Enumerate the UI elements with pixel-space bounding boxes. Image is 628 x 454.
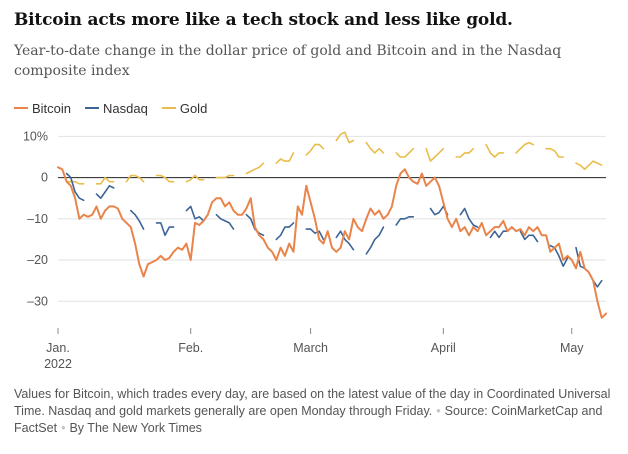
y-tick-label: –20 bbox=[27, 253, 48, 267]
separator-dot: • bbox=[61, 421, 66, 435]
x-tick-label-year: 2022 bbox=[44, 357, 72, 370]
line-chart: 10% 0 –10 –20 –30 Jan. 2022 Feb. March April May bbox=[23, 129, 607, 370]
y-tick-label: 0 bbox=[41, 171, 48, 185]
legend-swatch-bitcoin bbox=[14, 107, 28, 109]
legend-swatch-nasdaq bbox=[85, 107, 100, 109]
legend-label-bitcoin: Bitcoin bbox=[32, 100, 72, 116]
chart-legend: Bitcoin Nasdaq Gold bbox=[14, 99, 221, 117]
series-line-bitcoin bbox=[57, 166, 607, 319]
legend-item-nasdaq: Nasdaq bbox=[85, 101, 148, 116]
x-tick-label: Feb. bbox=[178, 341, 203, 355]
chart-subtitle: Year-to-date change in the dollar price … bbox=[14, 43, 562, 79]
note-text: Values for Bitcoin, which trades every d… bbox=[14, 387, 611, 418]
source-text: Source: CoinMarketCap and FactSet bbox=[14, 404, 603, 435]
legend-label-nasdaq: Nasdaq bbox=[103, 100, 148, 116]
series-line-gold bbox=[65, 131, 603, 185]
legend-item-bitcoin: Bitcoin bbox=[14, 101, 71, 116]
separator-dot: • bbox=[436, 404, 441, 418]
x-tick-label: Jan. bbox=[46, 341, 70, 355]
x-tick-label: April bbox=[431, 341, 456, 355]
x-tick-label: May bbox=[560, 341, 584, 355]
x-tick-label: March bbox=[293, 341, 328, 355]
chart-note: Values for Bitcoin, which trades every d… bbox=[14, 386, 614, 437]
legend-swatch-gold bbox=[161, 107, 176, 109]
y-tick-label: 10% bbox=[23, 129, 48, 143]
byline-text: By The New York Times bbox=[69, 421, 202, 435]
legend-label-gold: Gold bbox=[179, 100, 208, 116]
chart-title: Bitcoin acts more like a tech stock and … bbox=[14, 10, 513, 30]
legend-item-gold: Gold bbox=[161, 100, 208, 116]
y-tick-label: –30 bbox=[27, 294, 48, 308]
y-tick-label: –10 bbox=[27, 212, 48, 226]
